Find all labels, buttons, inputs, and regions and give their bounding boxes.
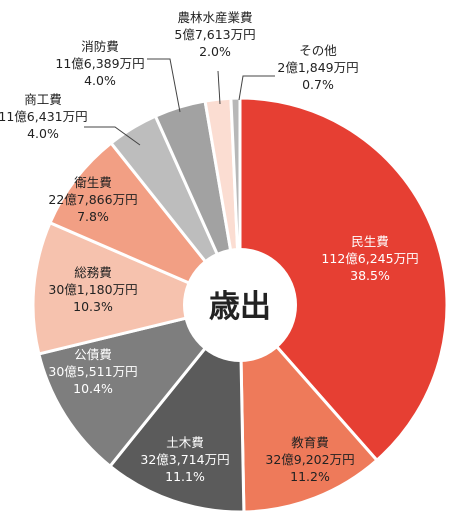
slice-amount: 11億6,431万円 — [0, 109, 88, 124]
leader-lines — [84, 58, 275, 146]
slice-percent: 11.2% — [290, 469, 330, 484]
pie-slice — [238, 303, 379, 514]
slice-percent: 38.5% — [350, 268, 390, 283]
slice-label: 総務費 30億1,180万円 10.3% — [48, 265, 137, 314]
leader-line — [84, 126, 141, 146]
slice-name: 公債費 — [74, 347, 112, 362]
slice-name: 教育費 — [291, 435, 329, 450]
slice-amount: 32億3,714万円 — [140, 452, 229, 467]
slice-percent: 4.0% — [27, 126, 59, 141]
slice-name: 農林水産業費 — [177, 10, 252, 25]
slice-name: 消防費 — [81, 39, 119, 54]
slice-name: 商工費 — [24, 92, 62, 107]
center-hole — [183, 248, 297, 362]
slice-name: その他 — [299, 43, 337, 58]
pie-slice — [238, 96, 449, 462]
slice-amount: 2億1,849万円 — [277, 60, 358, 75]
slice-label: 衛生費 22億7,866万円 7.8% — [48, 175, 137, 224]
slice-label: 民生費 112億6,245万円 38.5% — [321, 234, 418, 283]
slice-amount: 30億5,511万円 — [48, 364, 137, 379]
slice-percent: 2.0% — [199, 44, 231, 59]
pie-slice — [37, 303, 242, 468]
slice-percent: 4.0% — [84, 73, 116, 88]
slice-name: 民生費 — [351, 234, 389, 249]
leader-line — [217, 70, 221, 105]
slice-label: 消防費 11億6,389万円 4.0% — [55, 39, 144, 88]
slice-amount: 30億1,180万円 — [48, 282, 137, 297]
slice-label: 公債費 30億5,511万円 10.4% — [48, 347, 137, 396]
pie-slice — [31, 221, 242, 356]
leader-line — [147, 58, 181, 113]
slice-amount: 22億7,866万円 — [48, 192, 137, 207]
slice-name: 土木費 — [166, 435, 204, 450]
slice-percent: 11.1% — [165, 469, 205, 484]
pie-slices — [31, 96, 449, 514]
slice-percent: 0.7% — [302, 77, 334, 92]
slice-label: 土木費 32億3,714万円 11.1% — [140, 435, 229, 484]
slice-amount: 32億9,202万円 — [265, 452, 354, 467]
slice-amount: 112億6,245万円 — [321, 251, 418, 266]
slice-amount: 11億6,389万円 — [55, 56, 144, 71]
slice-name: 衛生費 — [74, 175, 112, 190]
slice-percent: 10.3% — [73, 299, 113, 314]
slice-percent: 10.4% — [73, 381, 113, 396]
slice-label: その他 2億1,849万円 0.7% — [277, 43, 358, 92]
slice-label: 農林水産業費 5億7,613万円 2.0% — [174, 10, 255, 59]
center-label: 歳出 — [209, 289, 271, 325]
pie-slice — [108, 303, 246, 514]
slice-percent: 7.8% — [77, 209, 109, 224]
slice-name: 総務費 — [74, 265, 112, 280]
slice-amount: 5億7,613万円 — [174, 27, 255, 42]
slice-label: 商工費 11億6,431万円 4.0% — [0, 92, 88, 141]
slice-label: 教育費 32億9,202万円 11.2% — [265, 435, 354, 484]
slice-labels: 民生費 112億6,245万円 38.5% 教育費 32億9,202万円 11.2% 土木費… — [0, 10, 419, 484]
leader-line — [238, 75, 275, 101]
pie-slice — [48, 141, 242, 307]
